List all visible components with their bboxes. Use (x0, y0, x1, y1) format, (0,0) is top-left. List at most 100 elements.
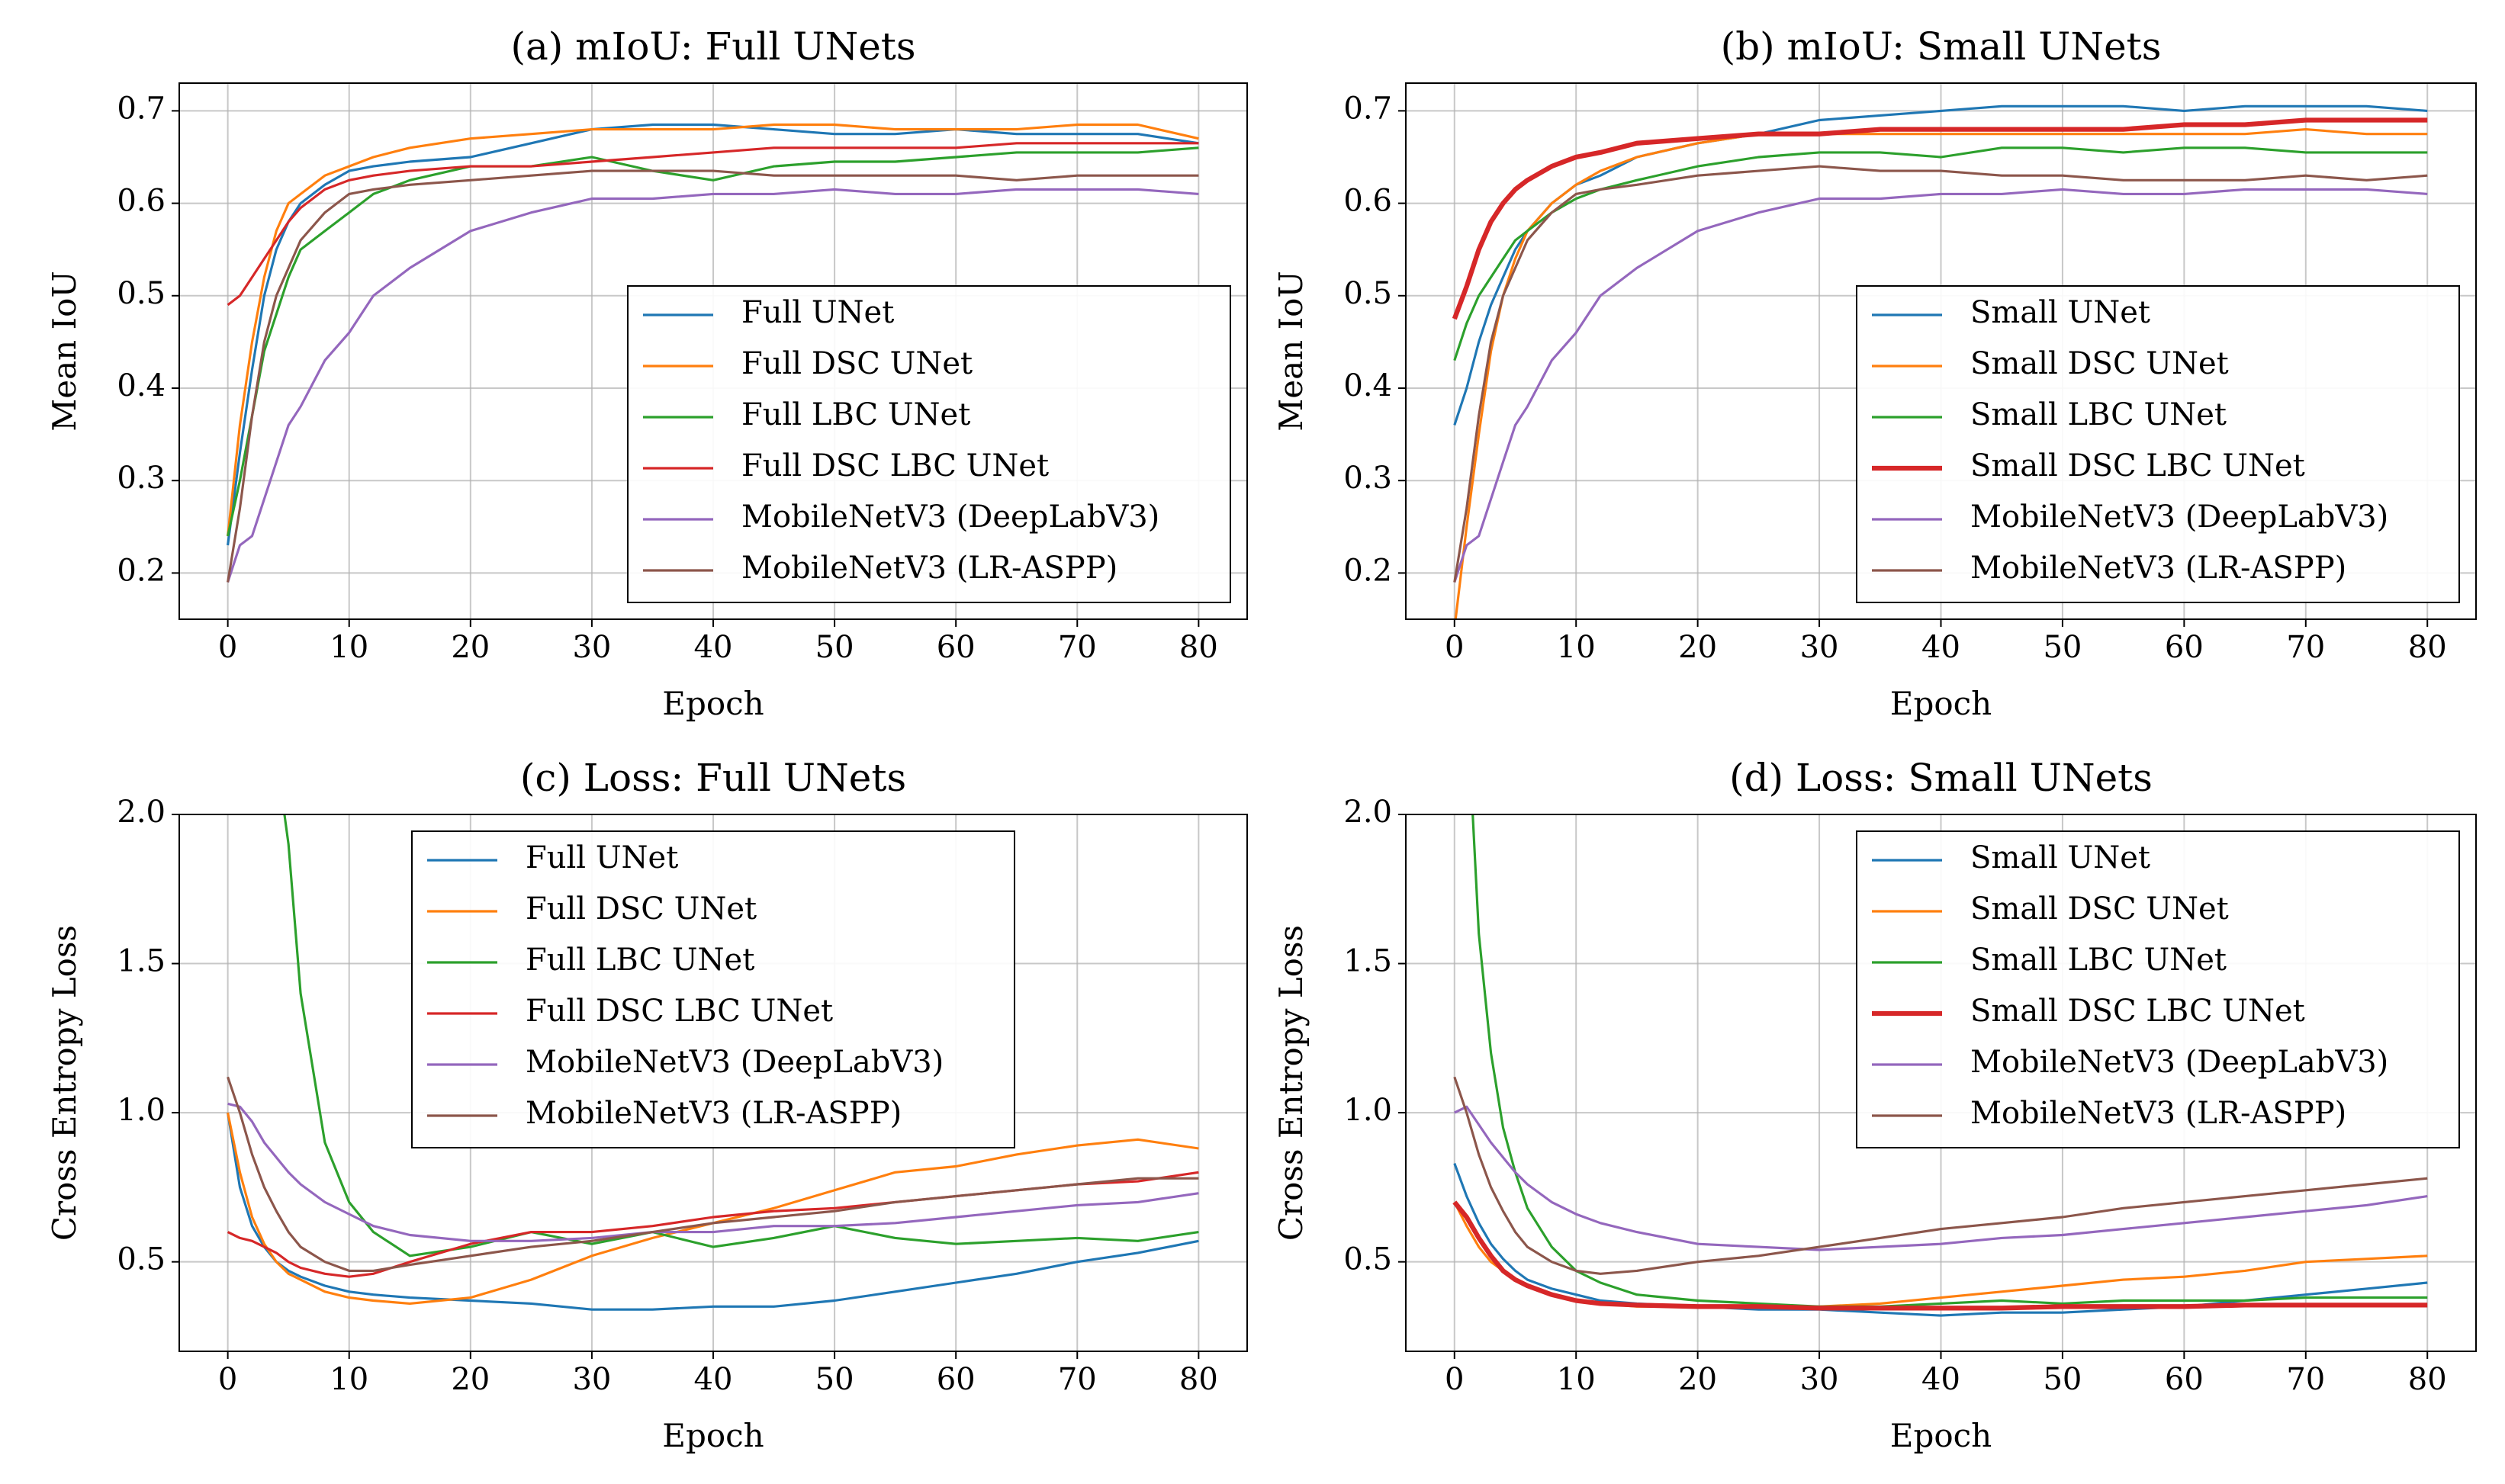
x-tick-label: 80 (1179, 630, 1218, 665)
x-tick-label: 30 (572, 1362, 611, 1397)
x-tick-label: 10 (330, 1362, 368, 1397)
subplot-title: (c) Loss: Full UNets (520, 756, 906, 800)
line-series (227, 1112, 1199, 1305)
x-tick-label: 40 (1921, 1362, 1960, 1397)
x-tick-label: 40 (694, 1362, 733, 1397)
legend-label: Full UNet (526, 840, 678, 875)
legend-label: MobileNetV3 (LR-ASPP) (741, 551, 1117, 586)
line-series (1453, 1076, 2428, 1275)
x-tick-label: 0 (1445, 1362, 1464, 1397)
x-tick-label: 40 (694, 630, 733, 665)
legend-label: Full LBC UNet (526, 943, 754, 978)
x-axis-label: Epoch (1890, 1417, 1992, 1454)
y-tick-label: 0.3 (1343, 461, 1392, 496)
x-tick-label: 40 (1921, 630, 1960, 665)
y-tick-label: 0.7 (117, 91, 166, 126)
x-axis-label: Epoch (662, 1417, 764, 1454)
x-tick-label: 50 (2043, 1362, 2082, 1397)
axes-frame (178, 82, 1248, 620)
x-tick-label: 50 (815, 1362, 854, 1397)
legend-label: Small DSC LBC UNet (1970, 994, 2305, 1029)
legend-label: Full DSC UNet (526, 891, 757, 927)
axes-frame (1405, 814, 2477, 1352)
x-tick-label: 80 (2408, 630, 2447, 665)
x-tick-label: 20 (451, 630, 490, 665)
x-tick-label: 10 (1557, 630, 1596, 665)
line-series (1454, 1105, 2428, 1251)
legend-box (627, 285, 1231, 603)
y-axis-label: Cross Entropy Loss (46, 925, 83, 1241)
line-series (1452, 117, 2428, 320)
x-tick-label: 20 (1678, 1362, 1717, 1397)
y-axis-label: Mean IoU (46, 271, 83, 432)
x-tick-label: 10 (1557, 1362, 1596, 1397)
legend-box (1856, 285, 2460, 603)
line-series (1453, 188, 2428, 583)
legend-label: Small DSC UNet (1970, 891, 2229, 927)
legend-label: Small DSC LBC UNet (1970, 448, 2305, 483)
legend-label: Small UNet (1970, 295, 2150, 330)
x-tick-label: 0 (218, 1362, 237, 1397)
plot-area (227, 814, 1199, 1311)
line-series (227, 1102, 1199, 1242)
legend-label: Full DSC LBC UNet (741, 448, 1049, 483)
x-tick-label: 60 (937, 1362, 976, 1397)
y-tick-label: 0.2 (1343, 553, 1392, 588)
legend-label: MobileNetV3 (LR-ASPP) (1970, 551, 2346, 586)
line-series (1453, 165, 2428, 583)
line-series (227, 123, 1199, 537)
y-tick-label: 0.5 (117, 1242, 166, 1277)
x-axis-label: Epoch (1890, 685, 1992, 722)
legend-label: Full UNet (741, 295, 894, 330)
line-series (283, 814, 1199, 1258)
line-series (227, 142, 1199, 307)
line-series (1471, 814, 2428, 1308)
line-series (1452, 1200, 2428, 1311)
y-tick-label: 1.0 (1343, 1093, 1392, 1128)
x-tick-label: 80 (1179, 1362, 1218, 1397)
y-tick-label: 2.0 (1343, 795, 1392, 830)
x-tick-label: 60 (2165, 630, 2204, 665)
x-tick-label: 20 (1678, 630, 1717, 665)
x-tick-label: 0 (1445, 630, 1464, 665)
x-tick-label: 60 (937, 630, 976, 665)
legend-label: MobileNetV3 (DeepLabV3) (1970, 1045, 2388, 1080)
subplot-title: (d) Loss: Small UNets (1729, 756, 2153, 800)
line-series (227, 1076, 1199, 1272)
legend-box (1856, 830, 2460, 1148)
legend-label: Small LBC UNet (1970, 943, 2227, 978)
y-tick-label: 0.5 (1343, 276, 1392, 311)
x-tick-label: 30 (1800, 1362, 1839, 1397)
y-tick-label: 0.5 (117, 276, 166, 311)
y-tick-label: 1.5 (1343, 944, 1392, 979)
x-tick-label: 0 (218, 630, 237, 665)
subplot-title: (a) mIoU: Full UNets (510, 24, 915, 69)
x-axis-label: Epoch (662, 685, 764, 722)
line-series (227, 188, 1199, 583)
y-tick-label: 0.5 (1343, 1242, 1392, 1277)
y-tick-label: 0.6 (117, 184, 166, 219)
plot-area (1452, 104, 2428, 619)
x-tick-label: 80 (2408, 1362, 2447, 1397)
legend-label: Small LBC UNet (1970, 397, 2227, 432)
x-tick-label: 10 (330, 630, 368, 665)
legend-label: MobileNetV3 (DeepLabV3) (741, 499, 1159, 535)
axes-frame (178, 814, 1248, 1352)
y-tick-label: 1.5 (117, 944, 166, 979)
y-axis-label: Cross Entropy Loss (1272, 925, 1310, 1241)
legend-label: Small UNet (1970, 840, 2150, 875)
x-tick-label: 30 (572, 630, 611, 665)
y-tick-label: 2.0 (117, 795, 166, 830)
plot-area (227, 123, 1199, 583)
x-tick-label: 70 (1058, 630, 1097, 665)
subplot-title: (b) mIoU: Small UNets (1721, 24, 2162, 69)
x-tick-label: 20 (451, 1362, 490, 1397)
legend-label: MobileNetV3 (DeepLabV3) (526, 1045, 944, 1080)
y-tick-label: 0.3 (117, 461, 166, 496)
y-tick-label: 1.0 (117, 1093, 166, 1128)
y-tick-label: 0.4 (1343, 368, 1392, 403)
legend-label: MobileNetV3 (DeepLabV3) (1970, 499, 2388, 535)
y-tick-label: 0.7 (1343, 91, 1392, 126)
